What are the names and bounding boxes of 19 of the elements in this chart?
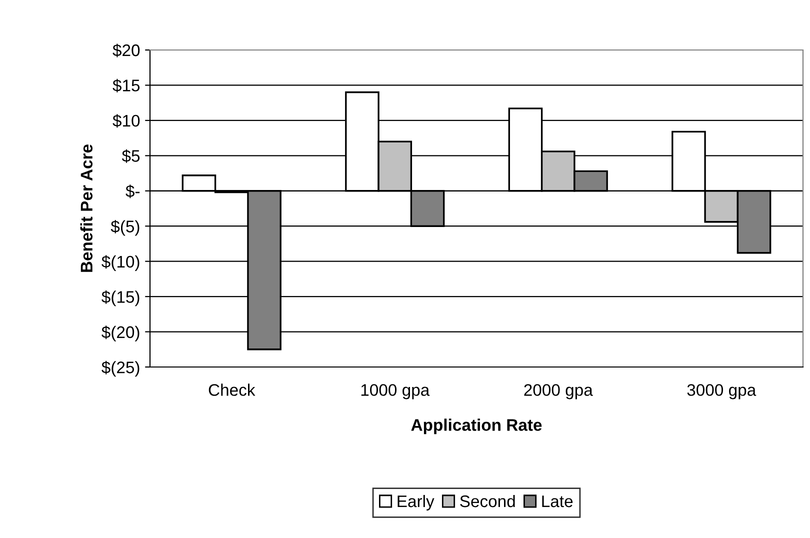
- y-tick-label: $(25): [102, 360, 140, 377]
- x-tick-label: 3000 gpa: [687, 384, 756, 400]
- legend-label: Early: [398, 494, 434, 510]
- y-axis-title: Benefit Per Acre: [80, 144, 93, 272]
- y-tick-label: $(10): [102, 255, 140, 271]
- y-tick-label: $5: [122, 149, 140, 163]
- legend-label: Second: [460, 494, 515, 508]
- y-tick-label: $-: [126, 184, 140, 198]
- legend-label: Late: [542, 496, 573, 508]
- y-tick-label: $(15): [102, 290, 140, 306]
- x-axis-title: Application Rate: [411, 418, 542, 434]
- x-tick-label: 1000 gpa: [361, 384, 430, 400]
- x-tick-label: Check: [208, 384, 256, 396]
- y-tick-label: $10: [112, 114, 140, 128]
- x-tick-label: 2000 gpa: [524, 384, 593, 400]
- y-tick-label: $(20): [102, 326, 140, 342]
- y-tick-label: $(5): [110, 220, 140, 236]
- y-tick-label: $20: [112, 44, 140, 58]
- y-tick-label: $15: [112, 78, 140, 92]
